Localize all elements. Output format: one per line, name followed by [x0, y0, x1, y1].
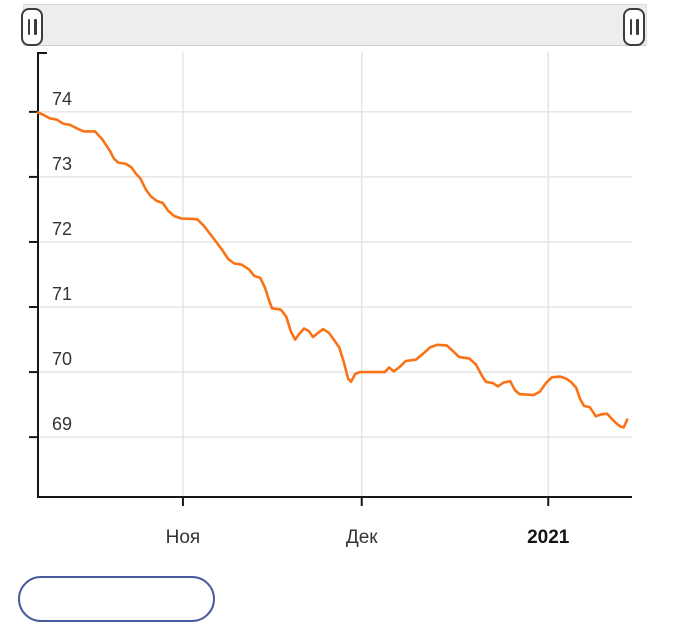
series-line [36, 111, 629, 429]
y-tick-label: 70 [52, 349, 72, 369]
action-button[interactable] [18, 576, 215, 622]
grip-icon [27, 19, 37, 35]
range-slider-track[interactable] [23, 4, 647, 46]
price-chart: 74 73 72 71 70 69 Ноя Дек 2021 [29, 52, 632, 548]
grip-icon [629, 19, 639, 35]
x-tick-label: Ноя [166, 527, 201, 548]
x-tick-label: 2021 [527, 527, 570, 548]
y-tick-label: 71 [52, 284, 72, 304]
y-tick-label: 69 [52, 414, 72, 434]
y-tick-label: 72 [52, 219, 72, 239]
y-tick-label: 74 [52, 89, 72, 109]
x-tick-label: Дек [346, 527, 378, 548]
range-slider-handle-right[interactable] [623, 8, 645, 46]
range-slider-handle-left[interactable] [21, 8, 43, 46]
y-tick-label: 73 [52, 154, 72, 174]
page: 74 73 72 71 70 69 Ноя Дек 2021 [18, 4, 647, 622]
